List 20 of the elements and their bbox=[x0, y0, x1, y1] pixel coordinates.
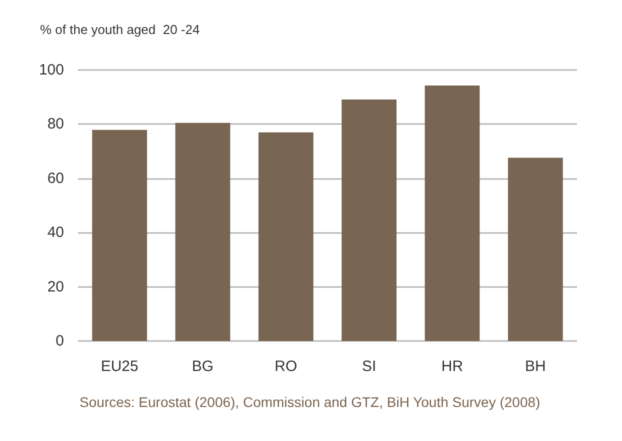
y-tick-label: 60 bbox=[47, 170, 64, 187]
y-axis-title: % of the youth aged 20 -24 bbox=[40, 22, 200, 37]
y-tick-label: 20 bbox=[47, 278, 64, 296]
x-tick-label: BG bbox=[192, 358, 214, 375]
y-tick-label: 80 bbox=[47, 116, 64, 133]
bar bbox=[258, 132, 314, 341]
x-tick-label: HR bbox=[441, 358, 464, 375]
bar bbox=[508, 158, 563, 341]
bar bbox=[175, 122, 230, 341]
bar bbox=[424, 85, 480, 341]
x-tick-label: BH bbox=[524, 358, 546, 375]
y-tick-label: 100 bbox=[38, 62, 64, 78]
x-tick-label: RO bbox=[274, 358, 298, 375]
x-tick-label: EU25 bbox=[100, 358, 138, 375]
y-tick-label: 0 bbox=[56, 332, 64, 350]
bar bbox=[342, 100, 397, 341]
source-note: Sources: Eurostat (2006), Commission and GTZ, BiH Youth Survey (2008) bbox=[80, 394, 540, 410]
x-tick-label: SI bbox=[362, 358, 376, 375]
bar bbox=[92, 130, 148, 341]
y-tick-label: 40 bbox=[47, 224, 64, 242]
